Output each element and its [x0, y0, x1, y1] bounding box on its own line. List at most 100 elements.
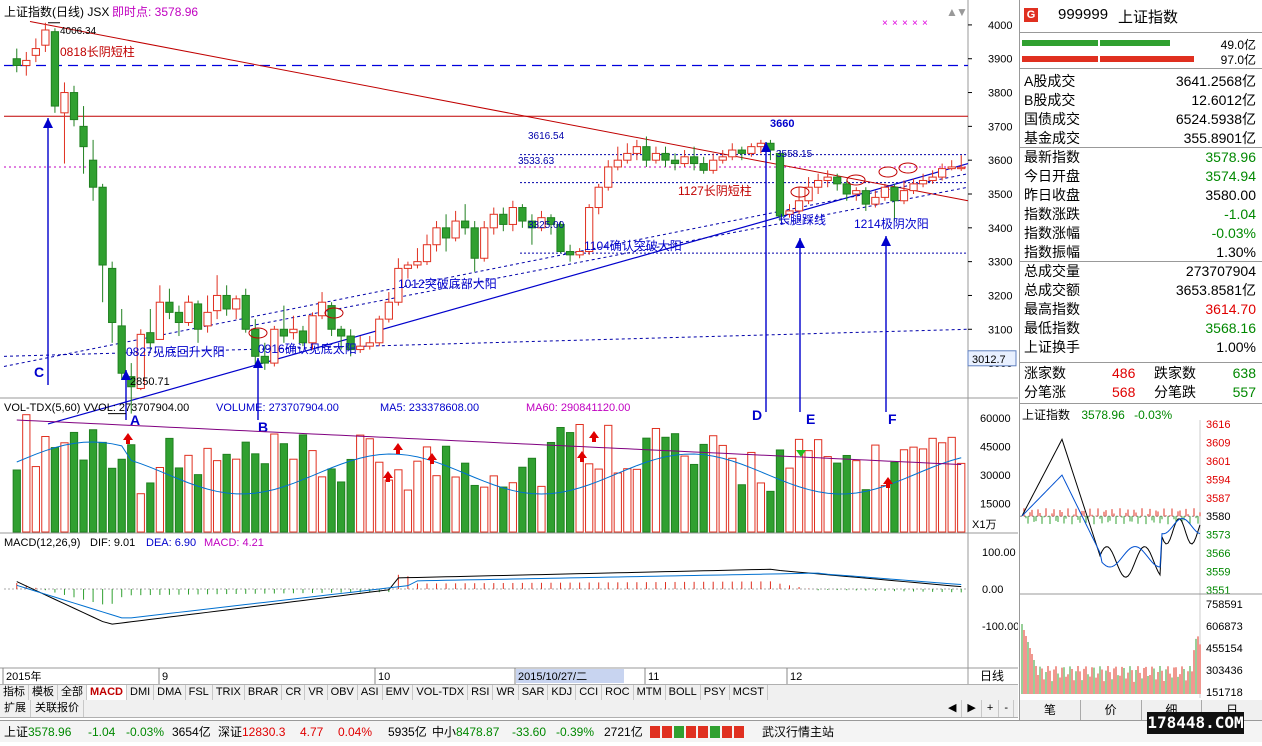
indicator-tab-dmi[interactable]: DMI: [127, 685, 155, 700]
quote-row-label: 今日开盘: [1024, 168, 1080, 184]
price-axis-label: 3700: [988, 121, 1012, 133]
candle-body: [251, 328, 260, 357]
quote-tab-0[interactable]: 笔: [1020, 700, 1081, 720]
candle-body: [480, 227, 489, 259]
quote-tab-1[interactable]: 价: [1080, 700, 1142, 720]
status-bar: 上证 3578.96 -1.04 -0.03% 3654亿 深证 12830.3…: [0, 720, 1262, 742]
indicator-tab-vol-tdx[interactable]: VOL-TDX: [413, 685, 469, 700]
chart-annotation: B: [258, 419, 268, 435]
indicator-tab-boll[interactable]: BOLL: [666, 685, 701, 700]
indicator-tab-obv[interactable]: OBV: [328, 685, 358, 700]
quote-row-value: 12.6012亿: [1191, 92, 1256, 108]
kline-chart[interactable]: 上证指数(日线) JSX 即时点: 3578.96 × × × × × ▲▼ 4000 3900 3…: [0, 0, 1018, 684]
indicator-tab-fsl[interactable]: FSL: [186, 685, 213, 700]
volume-bar: [852, 460, 861, 533]
mini-axis-label: 3587: [1206, 493, 1230, 505]
indicator-tab-macd[interactable]: MACD: [87, 685, 127, 700]
candle-body: [909, 183, 918, 192]
mini-vol-axis-label: 455154: [1206, 643, 1243, 655]
volume-bar: [193, 474, 203, 533]
candle-body: [41, 29, 50, 46]
macd-name: MACD(12,26,9): [4, 537, 80, 549]
volume-bar: [880, 485, 890, 533]
indicator-tab-vr[interactable]: VR: [305, 685, 328, 700]
indicator-tab-kdj[interactable]: KDJ: [548, 685, 577, 700]
amount-bar-green-b: [1100, 40, 1170, 46]
nav-button-3[interactable]: -: [999, 700, 1014, 717]
nav-button-0[interactable]: ◀: [943, 700, 963, 717]
candle-body: [165, 301, 174, 313]
quote-row-value: 1.00%: [1216, 339, 1256, 355]
indicator-tab-roc[interactable]: ROC: [602, 685, 634, 700]
indicator-tab-emv[interactable]: EMV: [383, 685, 414, 700]
chart-annotation: A: [130, 412, 140, 428]
arrow-e-head: [795, 238, 805, 248]
candle-body: [852, 190, 861, 195]
instant-point-label: 即时点: 3578.96: [112, 5, 198, 19]
volume-bar: [938, 442, 947, 533]
indicator-tab-mtm[interactable]: MTM: [634, 685, 666, 700]
quote-row-label: A股成交: [1024, 73, 1076, 89]
candle-body: [22, 59, 31, 66]
indicator-tab-rsi[interactable]: RSI: [468, 685, 494, 700]
indicator-tab-mcst[interactable]: MCST: [730, 685, 768, 700]
candle-body: [709, 159, 718, 171]
indicator-tab-指标[interactable]: 指标: [0, 685, 29, 700]
indicator-tab-sar[interactable]: SAR: [519, 685, 549, 700]
indicator-tab-cr[interactable]: CR: [282, 685, 306, 700]
base-dotted-line: [3, 328, 969, 357]
nav-button-2[interactable]: +: [982, 700, 1000, 717]
quote-panel: G 999999 上证指数 49.0亿 97.0亿 A股成交 3641.2568亿…: [1019, 0, 1262, 720]
volume-bar: [890, 461, 899, 533]
date-axis-label: 11: [648, 671, 659, 683]
candle-body: [785, 210, 794, 215]
quote-row-label: 指数涨跌: [1024, 206, 1080, 222]
indicator-tab-dma[interactable]: DMA: [154, 685, 186, 700]
chart-annotation: 3325.00: [528, 220, 565, 231]
indicator-tab-brar[interactable]: BRAR: [245, 685, 283, 700]
volume-bar: [365, 438, 374, 533]
price-axis-label: 3500: [988, 189, 1012, 201]
quote-row-label: 指数振幅: [1024, 244, 1080, 260]
volume-bar: [212, 460, 222, 533]
volume-bar: [146, 482, 155, 533]
chart-annotation: 0916确认见底太阳: [258, 341, 357, 356]
arrow-d-head: [761, 142, 771, 152]
indicator-tab-wr[interactable]: WR: [493, 685, 519, 700]
sz-price[interactable]: 12830.3: [242, 725, 286, 739]
candle-body: [699, 163, 708, 171]
mini-axis-label: 3609: [1206, 437, 1230, 449]
mini-chart-title: 上证指数 3578.96 -0.03%: [1022, 406, 1172, 423]
intraday-mini-chart[interactable]: 3616 3609 3601 3594 3587 3580 3573 3566 3559 3551…: [1020, 420, 1262, 698]
volume-bar: [680, 455, 689, 533]
mini-vol-axis-label: 151718: [1206, 687, 1243, 698]
indicator-tab-模板[interactable]: 模板: [29, 685, 58, 700]
volume-bar: [31, 466, 40, 533]
indicator-tab-trix[interactable]: TRIX: [213, 685, 245, 700]
indicator-tab-asi[interactable]: ASI: [358, 685, 383, 700]
candle-body: [814, 179, 823, 188]
amount-bar-red-b: [1100, 56, 1194, 62]
sub-tab-0[interactable]: 扩展: [0, 700, 31, 717]
mini-price: 3578.96: [1081, 408, 1125, 422]
volume-bar: [785, 467, 794, 533]
sh-price[interactable]: 3578.96: [28, 725, 72, 739]
nav-button-1[interactable]: ▶: [962, 700, 982, 717]
candle-body: [718, 156, 727, 161]
quote-row: 昨日收盘 3580.00: [1020, 186, 1260, 205]
indicator-tab-psy[interactable]: PSY: [701, 685, 730, 700]
station-name[interactable]: 武汉行情主站: [762, 725, 835, 739]
volume-bar: [689, 463, 699, 533]
indicator-tab-cci[interactable]: CCI: [576, 685, 603, 700]
zx-price[interactable]: 8478.87: [456, 725, 500, 739]
sub-tab-1[interactable]: 关联报价: [31, 700, 84, 717]
zx-amount: 2721亿: [604, 725, 643, 739]
price-axis-label: 4000: [988, 20, 1012, 32]
volume-bar: [623, 468, 632, 533]
candle-body: [518, 207, 527, 222]
indicator-tab-全部[interactable]: 全部: [58, 685, 87, 700]
candle-body: [289, 328, 298, 334]
volume-bar: [270, 433, 279, 533]
arrow-a-head: [121, 370, 131, 380]
highlight-circle: [790, 186, 810, 198]
